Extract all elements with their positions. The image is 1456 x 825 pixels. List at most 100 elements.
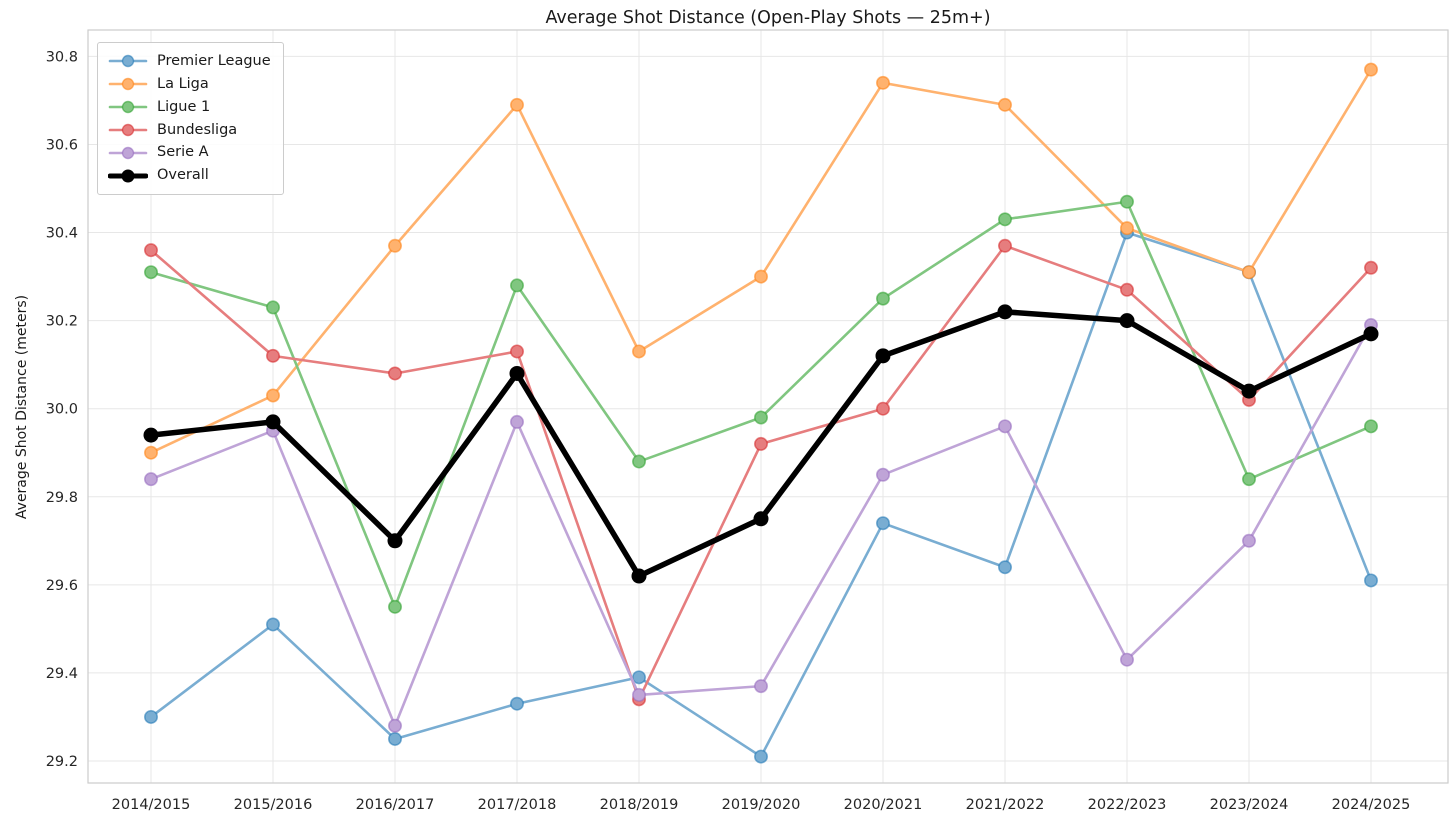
data-point-bundesliga	[1364, 260, 1379, 275]
y-tick-label: 30.2	[46, 314, 78, 330]
data-point-serie-a	[509, 414, 524, 429]
data-point-overall	[997, 304, 1013, 320]
x-tick-label: 2014/2015	[112, 797, 191, 813]
legend-label: Ligue 1	[157, 98, 211, 115]
data-point-premier-league	[997, 560, 1012, 575]
data-point-premier-league	[144, 709, 159, 724]
x-tick-label: 2023/2024	[1210, 797, 1289, 813]
legend-marker-icon	[108, 100, 148, 114]
plot-background	[88, 30, 1448, 783]
data-point-premier-league	[631, 670, 646, 685]
data-point-serie-a	[144, 472, 159, 487]
data-point-ligue-1	[631, 454, 646, 469]
data-point-premier-league	[265, 617, 280, 632]
data-point-ligue-1	[265, 300, 280, 315]
legend-label: Bundesliga	[157, 121, 238, 138]
data-point-overall	[875, 348, 891, 364]
chart-title: Average Shot Distance (Open-Play Shots —…	[545, 8, 991, 28]
data-point-overall	[631, 568, 647, 584]
data-point-la-liga	[1364, 62, 1379, 77]
legend-marker-icon	[108, 55, 148, 68]
data-point-overall	[387, 533, 403, 549]
data-point-la-liga	[1242, 265, 1257, 280]
y-tick-label: 30.4	[46, 226, 78, 242]
data-point-overall	[1241, 383, 1257, 399]
plot-border	[87, 29, 1449, 784]
legend-item-la-liga: La Liga	[108, 73, 271, 96]
y-tick-label: 30.8	[46, 49, 78, 65]
data-point-ligue-1	[387, 599, 402, 614]
data-point-serie-a	[387, 718, 402, 733]
data-point-overall	[509, 365, 525, 381]
data-point-premier-league	[753, 749, 768, 764]
data-point-bundesliga	[509, 344, 524, 359]
data-point-la-liga	[875, 75, 890, 90]
data-point-premier-league	[1364, 573, 1379, 588]
data-point-bundesliga	[1120, 282, 1135, 297]
x-tick-label: 2024/2025	[1332, 797, 1411, 813]
legend: Premier League La Liga Ligue 1 Bundesliga Se…	[97, 42, 284, 195]
y-tick-label: 30.0	[46, 402, 78, 418]
data-point-la-liga	[387, 238, 402, 253]
data-point-bundesliga	[265, 348, 280, 363]
y-tick-label: 29.2	[46, 754, 78, 770]
legend-item-overall: Overall	[108, 164, 271, 187]
legend-label: La Liga	[157, 75, 209, 92]
data-point-ligue-1	[144, 265, 159, 280]
x-tick-label: 2020/2021	[844, 797, 923, 813]
legend-marker-icon	[108, 146, 148, 159]
legend-marker-icon	[108, 78, 148, 91]
data-point-serie-a	[753, 679, 768, 694]
data-point-ligue-1	[997, 212, 1012, 227]
data-point-serie-a	[1242, 533, 1257, 548]
legend-item-ligue-1: Ligue 1	[108, 96, 271, 119]
data-point-la-liga	[144, 445, 159, 460]
data-point-la-liga	[753, 269, 768, 284]
data-point-serie-a	[875, 467, 890, 482]
data-point-bundesliga	[387, 366, 402, 381]
legend-item-serie-a: Serie A	[108, 141, 271, 164]
data-point-premier-league	[387, 731, 402, 746]
x-tick-label: 2022/2023	[1088, 797, 1167, 813]
data-point-serie-a	[997, 419, 1012, 434]
legend-label: Premier League	[157, 53, 271, 70]
data-point-overall	[143, 427, 159, 443]
legend-label: Serie A	[157, 144, 209, 161]
y-tick-label: 30.6	[46, 137, 78, 153]
data-point-la-liga	[997, 97, 1012, 112]
data-point-la-liga	[509, 97, 524, 112]
x-tick-label: 2019/2020	[722, 797, 801, 813]
data-point-ligue-1	[1242, 472, 1257, 487]
data-point-overall	[1363, 326, 1379, 342]
x-tick-label: 2015/2016	[234, 797, 313, 813]
x-tick-label: 2018/2019	[600, 797, 679, 813]
data-point-serie-a	[1120, 652, 1135, 667]
data-point-overall	[1119, 313, 1135, 329]
data-point-overall	[753, 511, 769, 527]
data-point-bundesliga	[875, 401, 890, 416]
data-point-ligue-1	[1120, 194, 1135, 209]
y-tick-label: 29.8	[46, 490, 78, 506]
legend-item-bundesliga: Bundesliga	[108, 118, 271, 141]
data-point-bundesliga	[144, 243, 159, 258]
legend-marker-icon	[108, 169, 148, 183]
legend-item-premier-league: Premier League	[108, 50, 271, 73]
data-point-ligue-1	[875, 291, 890, 306]
data-point-bundesliga	[753, 436, 768, 451]
y-tick-label: 29.6	[46, 578, 78, 594]
data-point-ligue-1	[1364, 419, 1379, 434]
x-tick-label: 2021/2022	[966, 797, 1045, 813]
data-point-premier-league	[509, 696, 524, 711]
data-point-la-liga	[265, 388, 280, 403]
legend-label: Overall	[157, 167, 209, 184]
data-point-la-liga	[1120, 221, 1135, 236]
data-point-premier-league	[875, 516, 890, 531]
data-point-overall	[265, 414, 281, 430]
data-point-serie-a	[631, 687, 646, 702]
data-point-ligue-1	[753, 410, 768, 425]
y-tick-label: 29.4	[46, 666, 78, 682]
x-tick-label: 2017/2018	[478, 797, 557, 813]
data-point-ligue-1	[509, 278, 524, 293]
